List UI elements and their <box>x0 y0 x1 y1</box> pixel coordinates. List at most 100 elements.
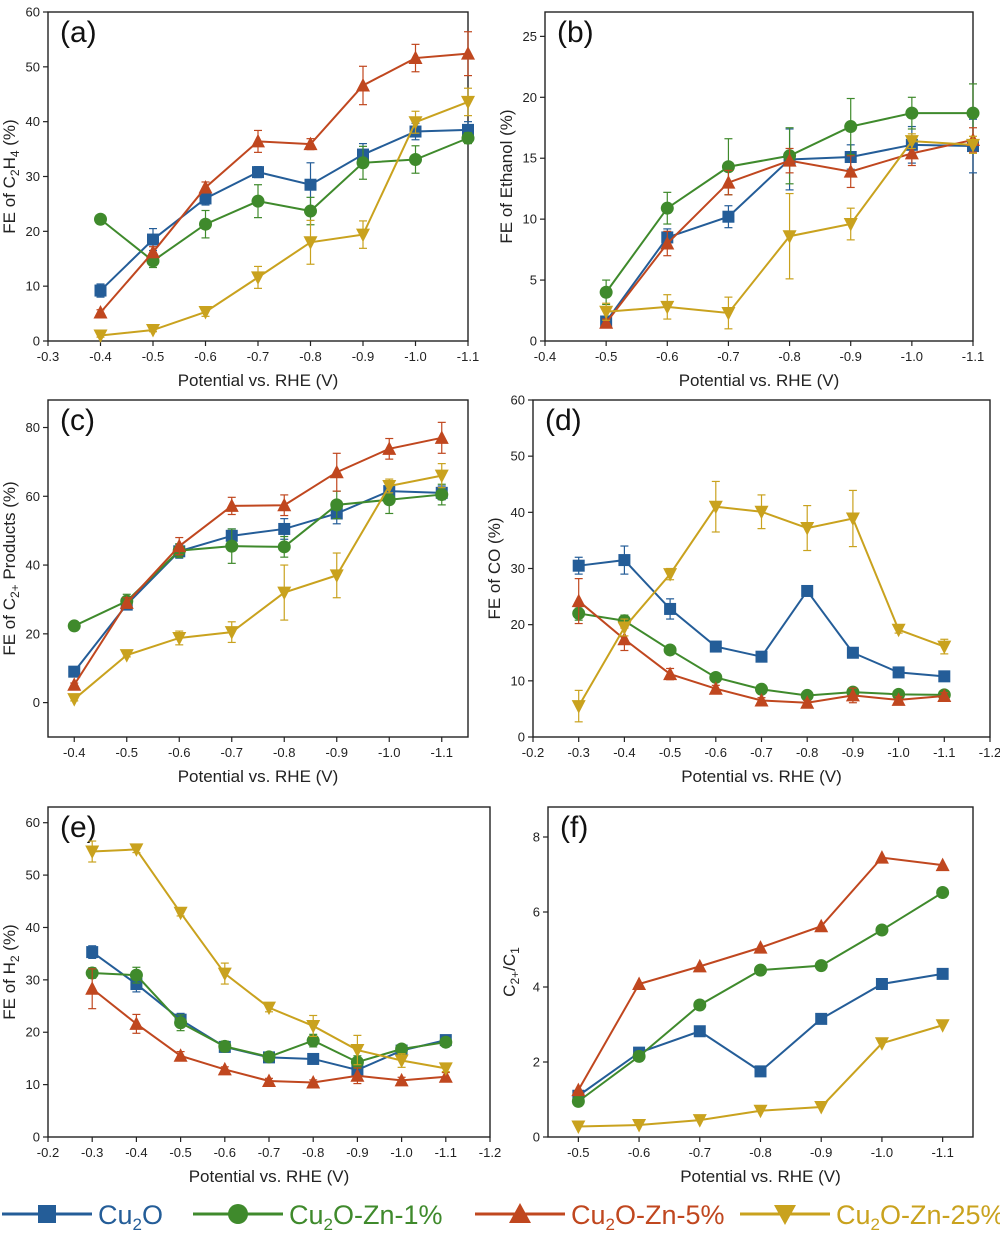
legend-label-part: Cu <box>836 1200 871 1230</box>
data-point <box>800 695 815 709</box>
data-point <box>329 569 344 583</box>
x-tick-label: -0.4 <box>89 349 111 364</box>
y-tick-label: 5 <box>530 273 537 288</box>
data-point <box>438 1062 453 1076</box>
data-point <box>935 1019 950 1033</box>
y-axis-title: FE of Ethanol (%) <box>497 109 516 243</box>
data-point <box>937 640 952 655</box>
y-tick-label: 80 <box>26 420 40 435</box>
y-tick-label: 50 <box>26 59 40 74</box>
series-line <box>92 972 446 1064</box>
data-point <box>252 166 264 179</box>
data-point <box>217 967 232 982</box>
legend-item-cu2o-zn-25pct: Cu2O-Zn-25% <box>740 1200 1000 1234</box>
data-point <box>277 540 291 554</box>
data-point <box>755 650 768 663</box>
series-line <box>73 474 442 700</box>
legend-marker <box>38 1205 56 1223</box>
panel-a: -0.3 -0.4 -0.5 -0.6 -0.7 -0.8 -0.9 -1.0 -1.1 0 10 2… <box>0 5 479 391</box>
data-point <box>303 136 318 151</box>
x-tick-label: -0.6 <box>628 1145 650 1160</box>
data-point <box>395 1042 409 1056</box>
data-point <box>617 631 632 646</box>
x-tick-label: -0.5 <box>116 745 138 760</box>
x-tick-label: -0.8 <box>302 1145 324 1160</box>
data-point <box>754 1065 767 1078</box>
y-tick-label: 0 <box>530 334 537 349</box>
y-axis-title: C2+/C1 <box>500 947 522 997</box>
series-cu2o <box>94 121 474 298</box>
data-point <box>218 1039 232 1053</box>
y-tick-label: 0 <box>533 1130 540 1145</box>
y-axis-title-part: 2 <box>8 169 22 176</box>
data-point <box>572 559 585 572</box>
x-axis-title: Potential vs. RHE (V) <box>679 371 840 390</box>
series-cu2o-zn-1pct <box>571 886 950 1108</box>
x-tick-label: -1.1 <box>962 349 984 364</box>
series-line <box>73 436 442 686</box>
y-axis-title-part: /C <box>500 954 519 971</box>
series-line <box>99 52 469 314</box>
data-point <box>434 430 449 444</box>
y-axis-title: FE of CO (%) <box>485 517 504 619</box>
x-tick-label: -1.2 <box>479 1145 501 1160</box>
data-point <box>814 1101 829 1115</box>
data-point <box>350 1044 365 1058</box>
x-tick-label: -0.8 <box>796 745 818 760</box>
legend-marker <box>774 1205 796 1225</box>
data-point <box>409 153 422 167</box>
series-cu2o <box>572 967 949 1102</box>
legend-label-part: Cu <box>571 1200 606 1230</box>
y-tick-label: 60 <box>511 393 525 408</box>
series-cu2o-zn-5pct <box>85 968 453 1089</box>
series-cu2o-zn-25pct <box>599 133 980 330</box>
data-point <box>599 285 613 299</box>
x-tick-label: -0.6 <box>656 349 678 364</box>
x-tick-label: -0.9 <box>346 1145 368 1160</box>
data-point <box>754 505 769 520</box>
data-point <box>754 692 769 707</box>
x-axis-title: Potential vs. RHE (V) <box>178 767 339 786</box>
data-point <box>199 217 212 231</box>
y-tick-label: 6 <box>533 905 540 920</box>
data-point <box>461 131 475 145</box>
data-point <box>129 843 144 857</box>
data-point <box>68 665 81 678</box>
data-point <box>306 1034 320 1048</box>
y-tick-label: 2 <box>533 1055 540 1070</box>
x-tick-label: -0.7 <box>247 349 269 364</box>
data-point <box>356 228 370 243</box>
data-point <box>198 305 213 320</box>
data-point <box>174 1016 188 1030</box>
series-line <box>577 505 945 707</box>
y-axis-title-part: 2+ <box>8 584 22 598</box>
y-tick-label: 40 <box>26 920 40 935</box>
x-tick-label: -0.9 <box>352 349 374 364</box>
legend-marker <box>509 1203 531 1223</box>
x-tick-label: -0.5 <box>659 745 681 760</box>
x-tick-label: -0.6 <box>194 349 216 364</box>
data-point <box>632 976 647 990</box>
legend-label-part: O-Zn-25% <box>880 1200 1000 1230</box>
x-axis-title: Potential vs. RHE (V) <box>681 767 842 786</box>
data-point <box>172 538 187 553</box>
y-tick-label: 40 <box>511 505 525 520</box>
data-point <box>618 554 631 567</box>
data-point <box>663 568 678 582</box>
x-tick-label: -0.7 <box>221 745 243 760</box>
y-tick-label: 20 <box>26 626 40 641</box>
x-tick-label: -0.8 <box>749 1145 771 1160</box>
panel-label: (c) <box>60 404 95 437</box>
series-cu2o-zn-1pct <box>94 131 475 269</box>
y-tick-label: 20 <box>511 617 525 632</box>
y-tick-label: 10 <box>26 279 40 294</box>
data-point <box>94 212 107 226</box>
data-point <box>814 918 829 933</box>
data-point <box>800 522 815 536</box>
x-tick-label: -0.4 <box>613 745 635 760</box>
data-point <box>251 133 265 148</box>
x-tick-label: -1.0 <box>901 349 923 364</box>
data-point <box>660 201 674 215</box>
y-tick-label: 60 <box>26 815 40 830</box>
x-tick-label: -0.9 <box>810 1145 832 1160</box>
